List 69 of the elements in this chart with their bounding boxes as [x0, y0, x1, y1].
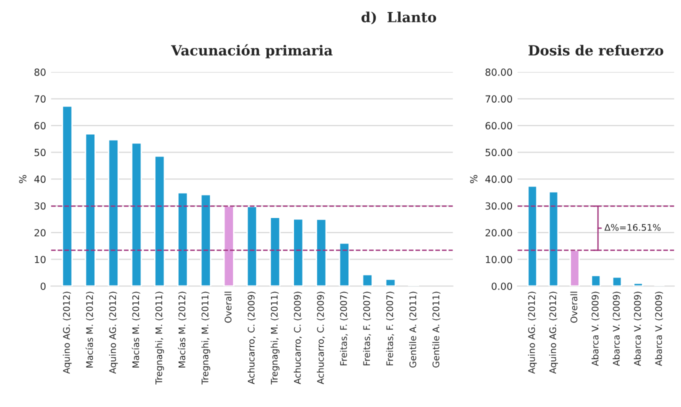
- annotation: Δ%=16.51%: [604, 224, 661, 231]
- bar: [384, 278, 396, 286]
- bar: [270, 216, 281, 286]
- y-tick-label: 10.00: [486, 256, 512, 264]
- chart-title: Dosis de refuerzo: [528, 44, 664, 56]
- y-tick-label: 60.00: [486, 122, 512, 130]
- bar: [177, 192, 188, 286]
- y-tick-label: 70: [34, 95, 46, 103]
- y-tick-label: 40: [34, 176, 46, 183]
- bar: [612, 276, 622, 286]
- bar: [84, 133, 96, 286]
- y-tick-label: 20.00: [486, 229, 512, 236]
- y-tick-label: 30.00: [486, 202, 512, 210]
- x-tick-label: Aquino AG. (2012): [528, 292, 537, 374]
- bar: [633, 282, 644, 286]
- y-tick-label: 50.00: [486, 148, 512, 156]
- x-tick-label: Tregnaghi, M. (2011): [270, 292, 280, 384]
- x-tick-label: Achucarro, C. (2009): [316, 292, 325, 384]
- x-tick-label: Achucarro, C. (2009): [248, 292, 256, 384]
- x-tick-label: Abarca V. (2009): [655, 292, 664, 366]
- x-tick-label: Abarca V. (2009): [612, 292, 621, 366]
- y-tick-label: 50: [34, 148, 46, 156]
- y-tick-label: 80.00: [486, 68, 512, 76]
- y-tick-label: 0: [40, 282, 46, 290]
- y-tick-label: 10: [34, 256, 46, 264]
- x-tick-label: Gentile A. (2011): [432, 292, 440, 368]
- bar: [548, 190, 559, 286]
- x-tick-label: Overall: [224, 292, 232, 323]
- bar: [316, 218, 327, 286]
- x-tick-label: Tregnaghi, M. (2011): [201, 292, 210, 384]
- x-tick-label: Aquino AG. (2012): [62, 292, 72, 374]
- bar: [246, 206, 258, 286]
- x-tick-label: Gentile A. (2011): [409, 292, 418, 368]
- x-tick-label: Freitas, F. (2007): [386, 292, 394, 366]
- bar: [130, 142, 142, 286]
- bar: [200, 194, 212, 286]
- bar: [527, 185, 538, 286]
- y-axis-title: %: [470, 174, 478, 184]
- bar: [362, 274, 373, 286]
- x-tick-label: Freitas, F. (2007): [340, 292, 348, 366]
- x-tick-label: Tregnaghi, M. (2011): [155, 292, 164, 384]
- bar: [154, 155, 166, 286]
- x-tick-label: Macías M. (2012): [86, 292, 94, 368]
- y-tick-label: 70.00: [486, 95, 512, 103]
- bar: [590, 274, 602, 286]
- bar: [338, 242, 350, 286]
- bar: [108, 139, 119, 286]
- x-tick-label: Macías M. (2012): [132, 292, 140, 368]
- bar: [292, 218, 304, 286]
- y-tick-label: 30: [34, 202, 46, 210]
- bar: [223, 205, 234, 286]
- x-tick-label: Macías M. (2012): [178, 292, 186, 368]
- bar: [62, 105, 73, 286]
- x-tick-label: Achucarro, C. (2009): [294, 292, 302, 384]
- x-tick-label: Abarca V. (2009): [592, 292, 600, 366]
- y-tick-label: 0.00: [492, 282, 512, 290]
- y-tick-label: 80: [34, 68, 46, 76]
- chart-title: Vacunación primaria: [171, 44, 332, 58]
- x-tick-label: Abarca V. (2009): [634, 292, 642, 366]
- x-tick-label: Freitas, F. (2007): [363, 292, 372, 366]
- y-tick-label: 40.00: [485, 176, 512, 183]
- y-tick-label: 20: [34, 229, 46, 236]
- x-tick-label: Aquino AG. (2012): [549, 292, 558, 374]
- y-tick-label: 60: [34, 122, 46, 130]
- x-tick-label: Overall: [570, 292, 578, 323]
- x-tick-label: Aquino AG. (2012): [109, 292, 118, 374]
- text: d) Llanto: [362, 12, 436, 24]
- bar: [570, 250, 580, 286]
- y-axis-title: %: [19, 174, 26, 184]
